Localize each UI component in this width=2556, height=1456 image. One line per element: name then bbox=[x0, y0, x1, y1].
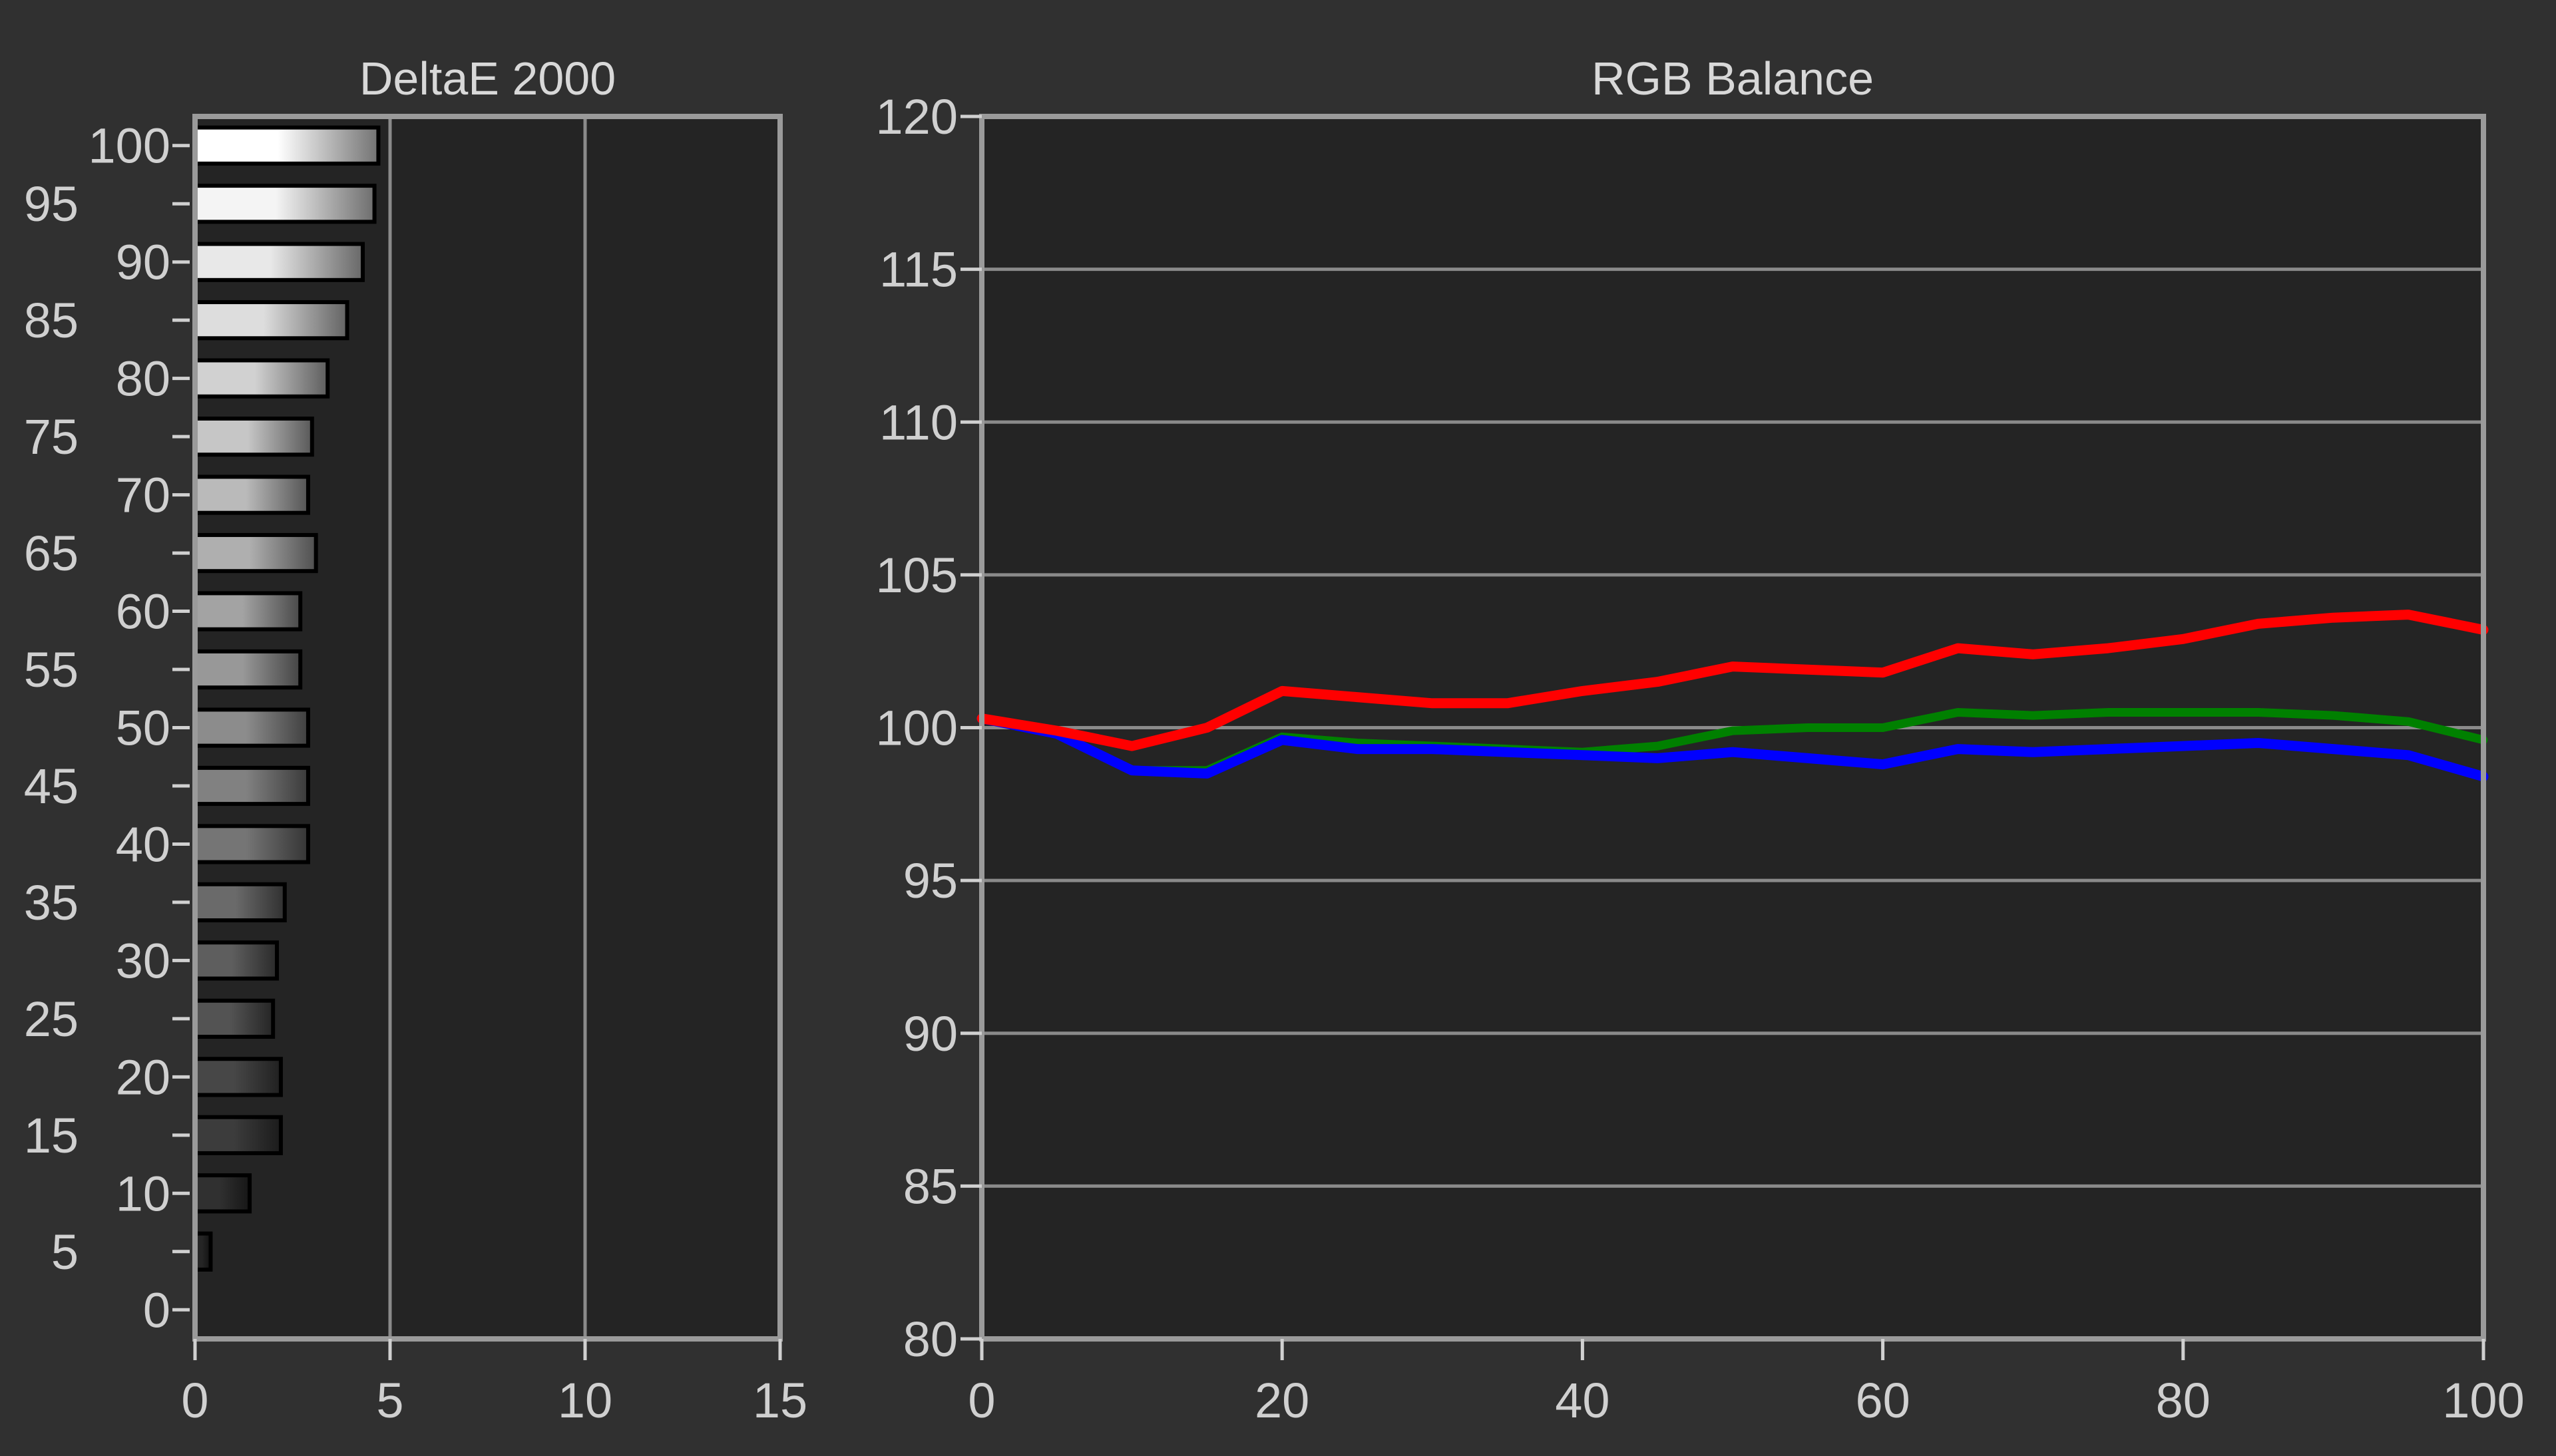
rgb-x-tick-label: 100 bbox=[2442, 1373, 2524, 1428]
rgb-y-tick-label: 110 bbox=[879, 395, 958, 450]
blue-line bbox=[976, 713, 2489, 782]
deltae-bar bbox=[193, 184, 377, 224]
rgb-y-tick-label: 80 bbox=[903, 1312, 958, 1367]
rgb-y-axis: 80 85 90 95 100 105 110 115 120 bbox=[876, 89, 982, 1367]
rgb-y-tick-label: 100 bbox=[876, 701, 958, 756]
deltae-y-tick-label: 60 bbox=[116, 584, 170, 639]
rgb-balance-chart: 80 85 90 95 100 105 110 115 120 0 20 40 60 80 100 RGB… bbox=[876, 53, 2525, 1428]
deltae-bar bbox=[193, 765, 310, 807]
deltae-y-tick-label: 55 bbox=[24, 642, 79, 697]
deltae-y-tick-label: 15 bbox=[24, 1108, 79, 1163]
deltae-bar bbox=[193, 824, 310, 864]
rgb-x-tick-label: 0 bbox=[968, 1373, 995, 1428]
rgb-y-tick-label: 90 bbox=[903, 1006, 958, 1061]
rgb-y-tick-label: 95 bbox=[903, 853, 958, 908]
deltae-y-tick-label: 5 bbox=[51, 1224, 79, 1280]
deltae-y-tick-label: 100 bbox=[89, 118, 170, 174]
deltae-gridlines bbox=[388, 116, 587, 1339]
deltae-bars bbox=[193, 125, 381, 1272]
rgb-y-tick-label: 115 bbox=[879, 242, 958, 297]
deltae-bar bbox=[193, 474, 310, 515]
deltae-y-tick-label: 50 bbox=[116, 701, 170, 756]
deltae-bar bbox=[193, 1057, 283, 1097]
deltae-x-tick-label: 0 bbox=[181, 1373, 208, 1428]
rgb-x-tick-label: 20 bbox=[1255, 1373, 1309, 1428]
rgb-x-tick-label: 60 bbox=[1855, 1373, 1910, 1428]
red-line bbox=[976, 610, 2489, 751]
rgb-x-tick-label: 80 bbox=[2156, 1373, 2211, 1428]
deltae-bar bbox=[193, 649, 303, 690]
deltae-y-tick-label: 45 bbox=[24, 759, 79, 814]
rgb-x-axis: 0 20 40 60 80 100 bbox=[968, 1339, 2525, 1428]
deltae-y-tick-label: 75 bbox=[24, 409, 79, 464]
deltae-y-tick-label: 85 bbox=[24, 293, 79, 348]
rgb-y-tick-label: 120 bbox=[876, 89, 958, 144]
deltae-bar bbox=[193, 882, 287, 923]
deltae-chart-title: DeltaE 2000 bbox=[359, 53, 616, 104]
deltae-y-tick-label: 20 bbox=[116, 1049, 170, 1105]
rgb-series-lines bbox=[976, 610, 2489, 782]
deltae-bar bbox=[193, 300, 349, 341]
rgb-x-tick-label: 40 bbox=[1555, 1373, 1609, 1428]
deltae-bar bbox=[193, 242, 365, 282]
deltae-y-tick-label: 40 bbox=[116, 817, 170, 872]
deltae-x-tick-label: 5 bbox=[376, 1373, 403, 1428]
rgb-y-tick-label: 85 bbox=[903, 1159, 958, 1214]
deltae-bar bbox=[193, 998, 276, 1039]
deltae-bar bbox=[193, 940, 280, 981]
deltae-y-tick-label: 90 bbox=[116, 235, 170, 290]
deltae-x-axis: 0 5 10 15 bbox=[181, 1339, 807, 1428]
deltae-x-tick-label: 10 bbox=[558, 1373, 612, 1428]
deltae-bar bbox=[193, 358, 330, 399]
deltae-y-tick-label: 65 bbox=[24, 526, 79, 581]
deltae-bar bbox=[193, 532, 318, 574]
deltae-y-tick-label: 35 bbox=[24, 875, 79, 930]
deltae-y-tick-label: 25 bbox=[24, 992, 79, 1047]
deltae-bar bbox=[193, 1115, 283, 1155]
rgb-y-tick-label: 105 bbox=[876, 548, 958, 603]
deltae-chart: 0510152025303540455055606570758085909510… bbox=[24, 53, 807, 1428]
deltae-x-tick-label: 15 bbox=[753, 1373, 807, 1428]
deltae-bar bbox=[193, 417, 314, 457]
deltae-bar bbox=[193, 1173, 252, 1214]
deltae-y-axis: 0 5 10 15 20 25 30 35 40 45 50 55 60 65 70 75 80 85 90 9510… bbox=[24, 118, 190, 1338]
deltae-y-tick-label: 30 bbox=[116, 933, 170, 988]
rgb-chart-title: RGB Balance bbox=[1592, 53, 1874, 104]
deltae-frame bbox=[192, 114, 783, 1342]
deltae-bar bbox=[193, 707, 310, 748]
deltae-bar bbox=[193, 125, 381, 166]
deltae-y-tick-label: 80 bbox=[116, 351, 170, 407]
deltae-y-tick-label: 95 bbox=[24, 176, 79, 232]
deltae-bar bbox=[193, 591, 303, 632]
deltae-y-tick-label: 10 bbox=[116, 1166, 170, 1221]
deltae-y-tick-label: 0 bbox=[143, 1282, 170, 1338]
deltae-y-tick-label: 70 bbox=[116, 468, 170, 523]
